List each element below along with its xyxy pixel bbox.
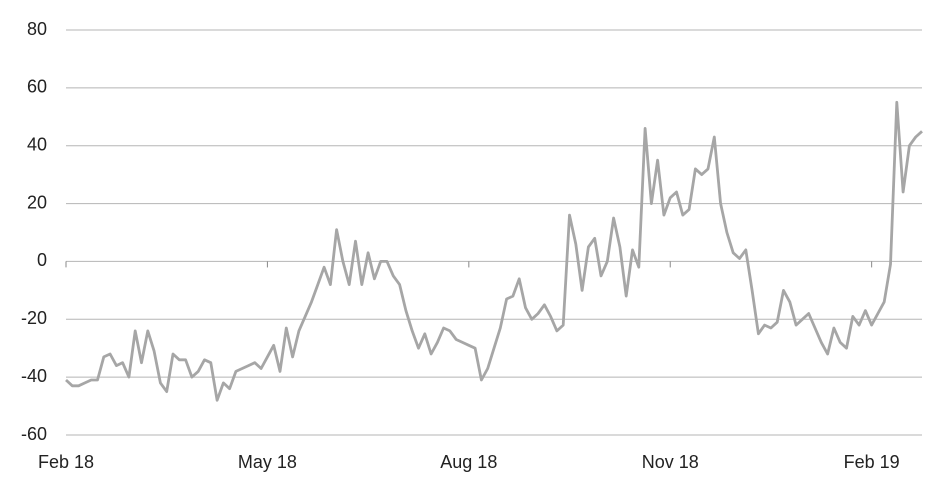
x-tick-label: Aug 18 bbox=[440, 452, 497, 472]
y-tick-label: 20 bbox=[27, 192, 47, 212]
y-tick-label: 40 bbox=[27, 134, 47, 154]
y-tick-label: -20 bbox=[21, 308, 47, 328]
x-tick-label: May 18 bbox=[238, 452, 297, 472]
y-tick-label: -60 bbox=[21, 424, 47, 444]
x-tick-label: Feb 19 bbox=[844, 452, 900, 472]
y-tick-label: 0 bbox=[37, 250, 47, 270]
y-tick-label: -40 bbox=[21, 366, 47, 386]
y-tick-label: 60 bbox=[27, 77, 47, 97]
data-line bbox=[65, 100, 923, 402]
y-tick-label: 80 bbox=[27, 19, 47, 39]
x-tick-label: Nov 18 bbox=[642, 452, 699, 472]
x-tick-label: Feb 18 bbox=[38, 452, 94, 472]
